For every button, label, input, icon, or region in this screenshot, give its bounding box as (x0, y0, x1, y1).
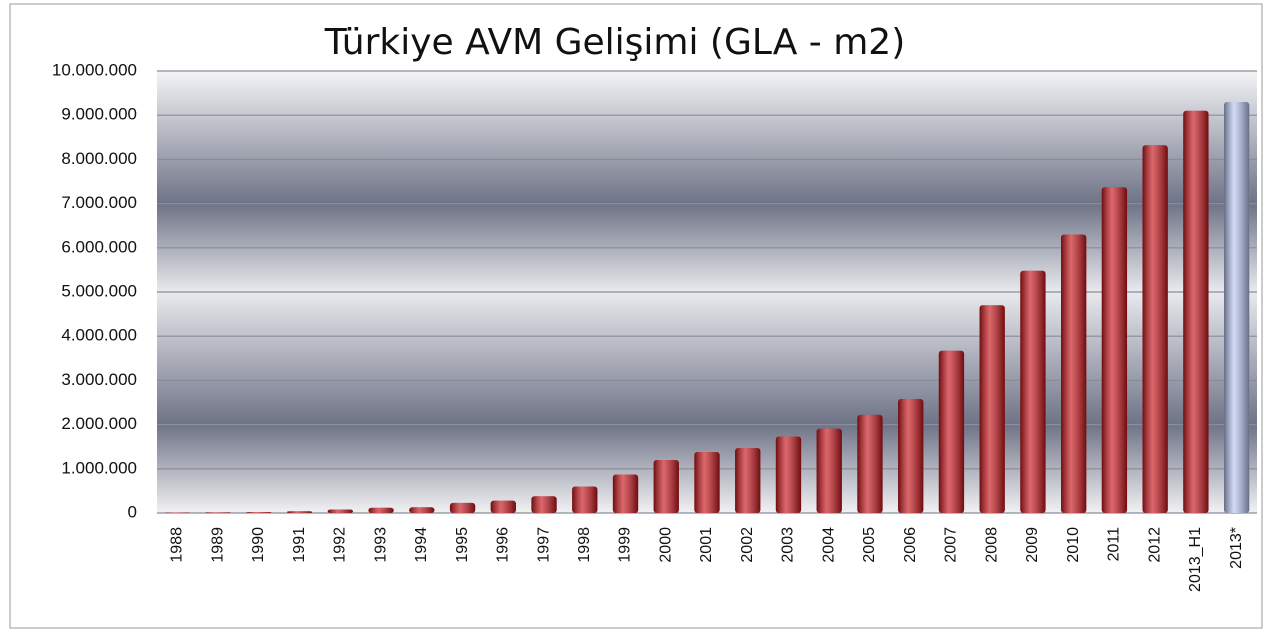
x-tick-label: 2006 (902, 527, 919, 563)
x-tick-label: 2011 (1106, 527, 1123, 562)
x-tick-label: 2012 (1146, 527, 1163, 563)
x-tick-label: 1989 (209, 527, 226, 563)
x-tick-label: 1994 (413, 527, 430, 563)
bar (409, 507, 434, 513)
x-tick-label: 2001 (698, 527, 715, 563)
x-tick-label: 1992 (332, 527, 349, 563)
x-tick-label: 1991 (291, 527, 308, 563)
x-tick-label: 1998 (576, 527, 593, 563)
bar (205, 512, 230, 513)
bar (287, 511, 312, 513)
y-tick-label: 4.000.000 (61, 326, 137, 345)
x-tick-label: 1995 (454, 527, 471, 563)
x-tick-label: 2002 (739, 527, 756, 563)
bar (776, 437, 801, 513)
y-tick-label: 3.000.000 (61, 370, 137, 389)
bar (980, 305, 1005, 513)
x-tick-label: 2008 (983, 527, 1000, 563)
x-tick-label: 1993 (372, 527, 389, 563)
bar (368, 508, 393, 513)
y-tick-label: 1.000.000 (61, 458, 137, 477)
x-tick-label: 1997 (535, 527, 552, 563)
bar (1224, 102, 1249, 513)
bar (735, 448, 760, 513)
bar (1102, 187, 1127, 513)
bar (817, 429, 842, 513)
x-tick-label: 2013* (1228, 527, 1245, 569)
y-tick-label: 7.000.000 (61, 193, 137, 212)
bar (491, 501, 516, 513)
x-tick-label: 1988 (169, 527, 186, 563)
x-tick-label: 1990 (250, 527, 267, 563)
x-tick-label: 2000 (657, 527, 674, 563)
bar (1143, 145, 1168, 513)
bar (898, 399, 923, 513)
y-tick-label: 9.000.000 (61, 105, 137, 124)
y-tick-label: 10.000.000 (52, 60, 137, 79)
bar (694, 452, 719, 513)
x-tick-label: 2013_H1 (1187, 527, 1204, 592)
x-tick-label: 2007 (943, 527, 960, 563)
x-tick-label: 2005 (861, 527, 878, 563)
y-tick-label: 0 (128, 502, 137, 521)
bar (1020, 271, 1045, 513)
y-tick-label: 5.000.000 (61, 281, 137, 300)
y-tick-label: 6.000.000 (61, 237, 137, 256)
x-tick-label: 2003 (780, 527, 797, 563)
chart-title: Türkiye AVM Gelişimi (GLA - m2) (324, 22, 906, 63)
x-tick-label: 2009 (1024, 527, 1041, 563)
y-tick-label: 8.000.000 (61, 149, 137, 168)
bar (613, 475, 638, 513)
bar (572, 486, 597, 513)
bar (654, 460, 679, 513)
bar (939, 351, 964, 513)
y-tick-label: 2.000.000 (61, 414, 137, 433)
bar (328, 509, 353, 513)
bar (857, 415, 882, 513)
x-tick-label: 1999 (617, 527, 634, 563)
x-tick-label: 2004 (820, 527, 837, 563)
bar (1183, 111, 1208, 513)
bar (450, 503, 475, 513)
bar (1061, 235, 1086, 513)
x-tick-label: 1996 (495, 527, 512, 563)
x-tick-label: 2010 (1065, 527, 1082, 563)
bar (531, 496, 556, 513)
bar (246, 512, 271, 513)
